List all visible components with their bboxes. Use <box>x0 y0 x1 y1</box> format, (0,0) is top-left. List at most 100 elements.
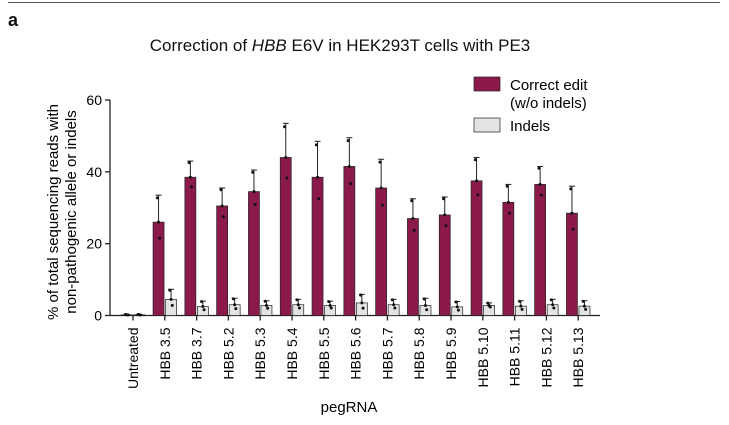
correct-edit-replicate-dot <box>508 211 512 215</box>
chart-axes: 0 20 40 60 Untreated HBB 3.5 HBB 3.7 HBB 5.2 HBB… <box>86 92 600 389</box>
legend-label-correct-edit-line1: Correct edit <box>510 77 588 94</box>
correct-edit-replicate-dot <box>505 184 509 188</box>
indels-replicate-dot <box>360 301 364 305</box>
correct-edit-replicate-dot <box>506 200 510 204</box>
correct-edit-replicate-dot <box>571 227 575 231</box>
indels-replicate-dot <box>329 306 333 310</box>
indels-replicate-dot <box>359 293 363 297</box>
x-tick-label: HBB 5.9 <box>443 327 459 379</box>
correct-edit-replicate-dot <box>412 228 416 232</box>
correct-edit-replicate-dot <box>317 197 321 201</box>
y-tick-label: 20 <box>86 236 102 252</box>
indels-replicate-dot <box>234 307 238 311</box>
correct-edit-bar <box>248 191 260 316</box>
correct-edit-replicate-dot <box>219 188 223 192</box>
correct-edit-bar <box>534 184 547 316</box>
correct-edit-bar <box>343 166 356 316</box>
indels-replicate-dot <box>520 307 524 311</box>
x-tick-label: HBB 5.3 <box>252 327 268 379</box>
correct-edit-replicate-dot <box>442 197 446 201</box>
title-gene: HBB <box>251 36 287 55</box>
x-tick-label: HBB 3.5 <box>157 327 173 379</box>
indels-replicate-dot <box>202 308 206 312</box>
x-tick-label: HBB 5.12 <box>538 327 554 387</box>
correct-edit-bar <box>184 176 197 316</box>
correct-edit-replicate-dot <box>411 217 415 221</box>
correct-edit-bar <box>216 205 228 316</box>
correct-edit-replicate-dot <box>252 190 256 194</box>
correct-edit-replicate-dot <box>347 164 351 168</box>
correct-edit-replicate-dot <box>539 193 543 197</box>
indels-bar <box>292 304 305 316</box>
correct-edit-replicate-dot <box>314 143 318 147</box>
indels-replicate-dot <box>488 305 492 309</box>
correct-edit-replicate-dot <box>538 182 542 186</box>
indels-replicate-dot <box>549 298 553 302</box>
x-tick-label: HBB 5.5 <box>316 327 332 379</box>
indels-bar <box>387 304 400 316</box>
y-tick-label: 0 <box>94 308 102 324</box>
top-rule <box>8 2 720 3</box>
x-tick-label: HBB 5.11 <box>507 327 523 386</box>
correct-edit-replicate-dot <box>316 175 320 179</box>
correct-edit-replicate-dot <box>537 166 541 170</box>
chart-legend: Correct edit(w/o indels) Indels <box>473 76 588 135</box>
correct-edit-replicate-dot <box>379 186 383 190</box>
x-tick-label: HBB 5.8 <box>411 327 427 379</box>
correct-edit-replicate-dot <box>444 224 448 228</box>
correct-edit-bar <box>152 221 165 316</box>
indels-bar <box>324 305 336 316</box>
indels-bar <box>165 298 177 316</box>
correct-edit-replicate-dot <box>283 125 287 129</box>
x-tick-label: HBB 5.2 <box>220 327 236 379</box>
correct-edit-bar <box>407 218 419 316</box>
correct-edit-replicate-dot <box>378 160 382 164</box>
correct-edit-replicate-dot <box>126 313 130 317</box>
indels-replicate-dot <box>233 303 237 307</box>
correct-edit-replicate-dot <box>155 196 159 200</box>
x-tick-label: HBB 3.7 <box>189 327 205 379</box>
correct-edit-replicate-dot <box>285 176 289 180</box>
title-suffix: E6V in HEK293T cells with PE3 <box>286 36 531 55</box>
indels-replicate-dot <box>264 303 268 307</box>
correct-edit-replicate-dot <box>346 139 350 143</box>
correct-edit-replicate-dot <box>158 236 162 240</box>
correct-edit-replicate-dot <box>476 193 480 197</box>
legend-label-indels: Indels <box>510 118 550 135</box>
indels-replicate-dot <box>390 298 394 302</box>
y-axis-label-line1: % of total sequencing reads with <box>45 104 62 320</box>
indels-replicate-dot <box>328 303 332 307</box>
indels-replicate-dot <box>200 300 204 304</box>
indels-replicate-dot <box>552 306 556 310</box>
indels-replicate-dot <box>361 306 365 310</box>
indels-replicate-dot <box>455 305 459 309</box>
correct-edit-replicate-dot <box>188 175 192 179</box>
correct-edit-replicate-dot <box>570 211 574 215</box>
indels-replicate-dot <box>296 303 300 307</box>
indels-bar <box>356 302 368 316</box>
indels-replicate-dot <box>582 304 586 308</box>
correct-edit-replicate-dot <box>443 213 447 217</box>
x-tick-label: HBB 5.13 <box>570 327 586 387</box>
correct-edit-replicate-dot <box>475 179 479 183</box>
correct-edit-replicate-dot <box>190 185 194 189</box>
y-axis-label-line2: non-pathogenic allele or indels <box>63 110 80 313</box>
indels-replicate-dot <box>425 308 429 312</box>
indels-replicate-dot <box>392 303 396 307</box>
indels-replicate-dot <box>169 297 173 301</box>
correct-edit-replicate-dot <box>380 203 384 207</box>
indels-bar <box>228 304 241 316</box>
correct-edit-replicate-dot <box>157 220 161 224</box>
correct-edit-replicate-dot <box>284 155 288 159</box>
indels-replicate-dot <box>295 298 299 302</box>
panel-label: a <box>8 10 19 30</box>
indels-replicate-dot <box>519 304 523 308</box>
legend-swatch-correct-edit <box>473 76 501 92</box>
y-tick-label: 40 <box>86 164 102 180</box>
correct-edit-replicate-dot <box>410 199 414 203</box>
correct-edit-replicate-dot <box>349 182 353 186</box>
indels-replicate-dot <box>518 299 522 303</box>
correct-edit-bar <box>470 180 483 316</box>
indels-replicate-dot <box>393 306 397 310</box>
